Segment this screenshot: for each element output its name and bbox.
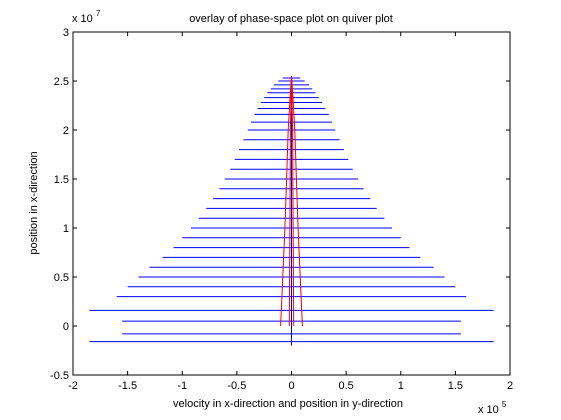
- tick-layer: -2 -1.5 -1 -0.5 0 0.5 1 1.5 2 -0.5 0 0.5 1 1.5 2 2.5 3: [50, 27, 513, 392]
- x-tick-label: -2: [68, 380, 78, 392]
- y-tick-label: 2: [63, 125, 69, 137]
- y-exponent-base: x 10: [72, 13, 93, 25]
- y-exponent-power: 7: [96, 9, 101, 18]
- chart-title: overlay of phase-space plot on quiver pl…: [189, 13, 393, 25]
- x-tick-label: 1: [398, 380, 404, 392]
- quiver-layer: [89, 76, 494, 346]
- x-exponent-base: x 10: [478, 404, 499, 416]
- y-tick-label: 1.5: [54, 174, 69, 186]
- phase-space-layer: [280, 76, 303, 327]
- y-tick-label: -0.5: [50, 370, 69, 382]
- x-exponent-power: 5: [502, 400, 507, 409]
- x-tick-label: -1.5: [118, 380, 137, 392]
- x-axis-label: velocity in x-direction and position in …: [173, 398, 403, 410]
- y-exponent-label: x 10 7: [72, 9, 101, 25]
- y-tick-label: 0.5: [54, 272, 69, 284]
- x-tick-label: 0: [288, 380, 294, 392]
- x-tick-label: 1.5: [448, 380, 463, 392]
- y-tick-label: 3: [63, 27, 69, 39]
- x-tick-label: 0.5: [338, 380, 353, 392]
- x-tick-label: -1: [177, 380, 187, 392]
- x-tick-label: 2: [507, 380, 513, 392]
- phase-space-curve: [280, 76, 292, 327]
- y-tick-label: 0: [63, 321, 69, 333]
- x-exponent-label: x 10 5: [478, 400, 507, 416]
- y-tick-label: 2.5: [54, 76, 69, 88]
- y-axis-label: position in x-direction: [28, 151, 40, 254]
- x-tick-label: -0.5: [227, 380, 246, 392]
- y-tick-label: 1: [63, 223, 69, 235]
- phase-space-curve: [288, 76, 292, 327]
- phase-space-curve: [291, 76, 295, 327]
- phase-space-curve: [291, 76, 303, 327]
